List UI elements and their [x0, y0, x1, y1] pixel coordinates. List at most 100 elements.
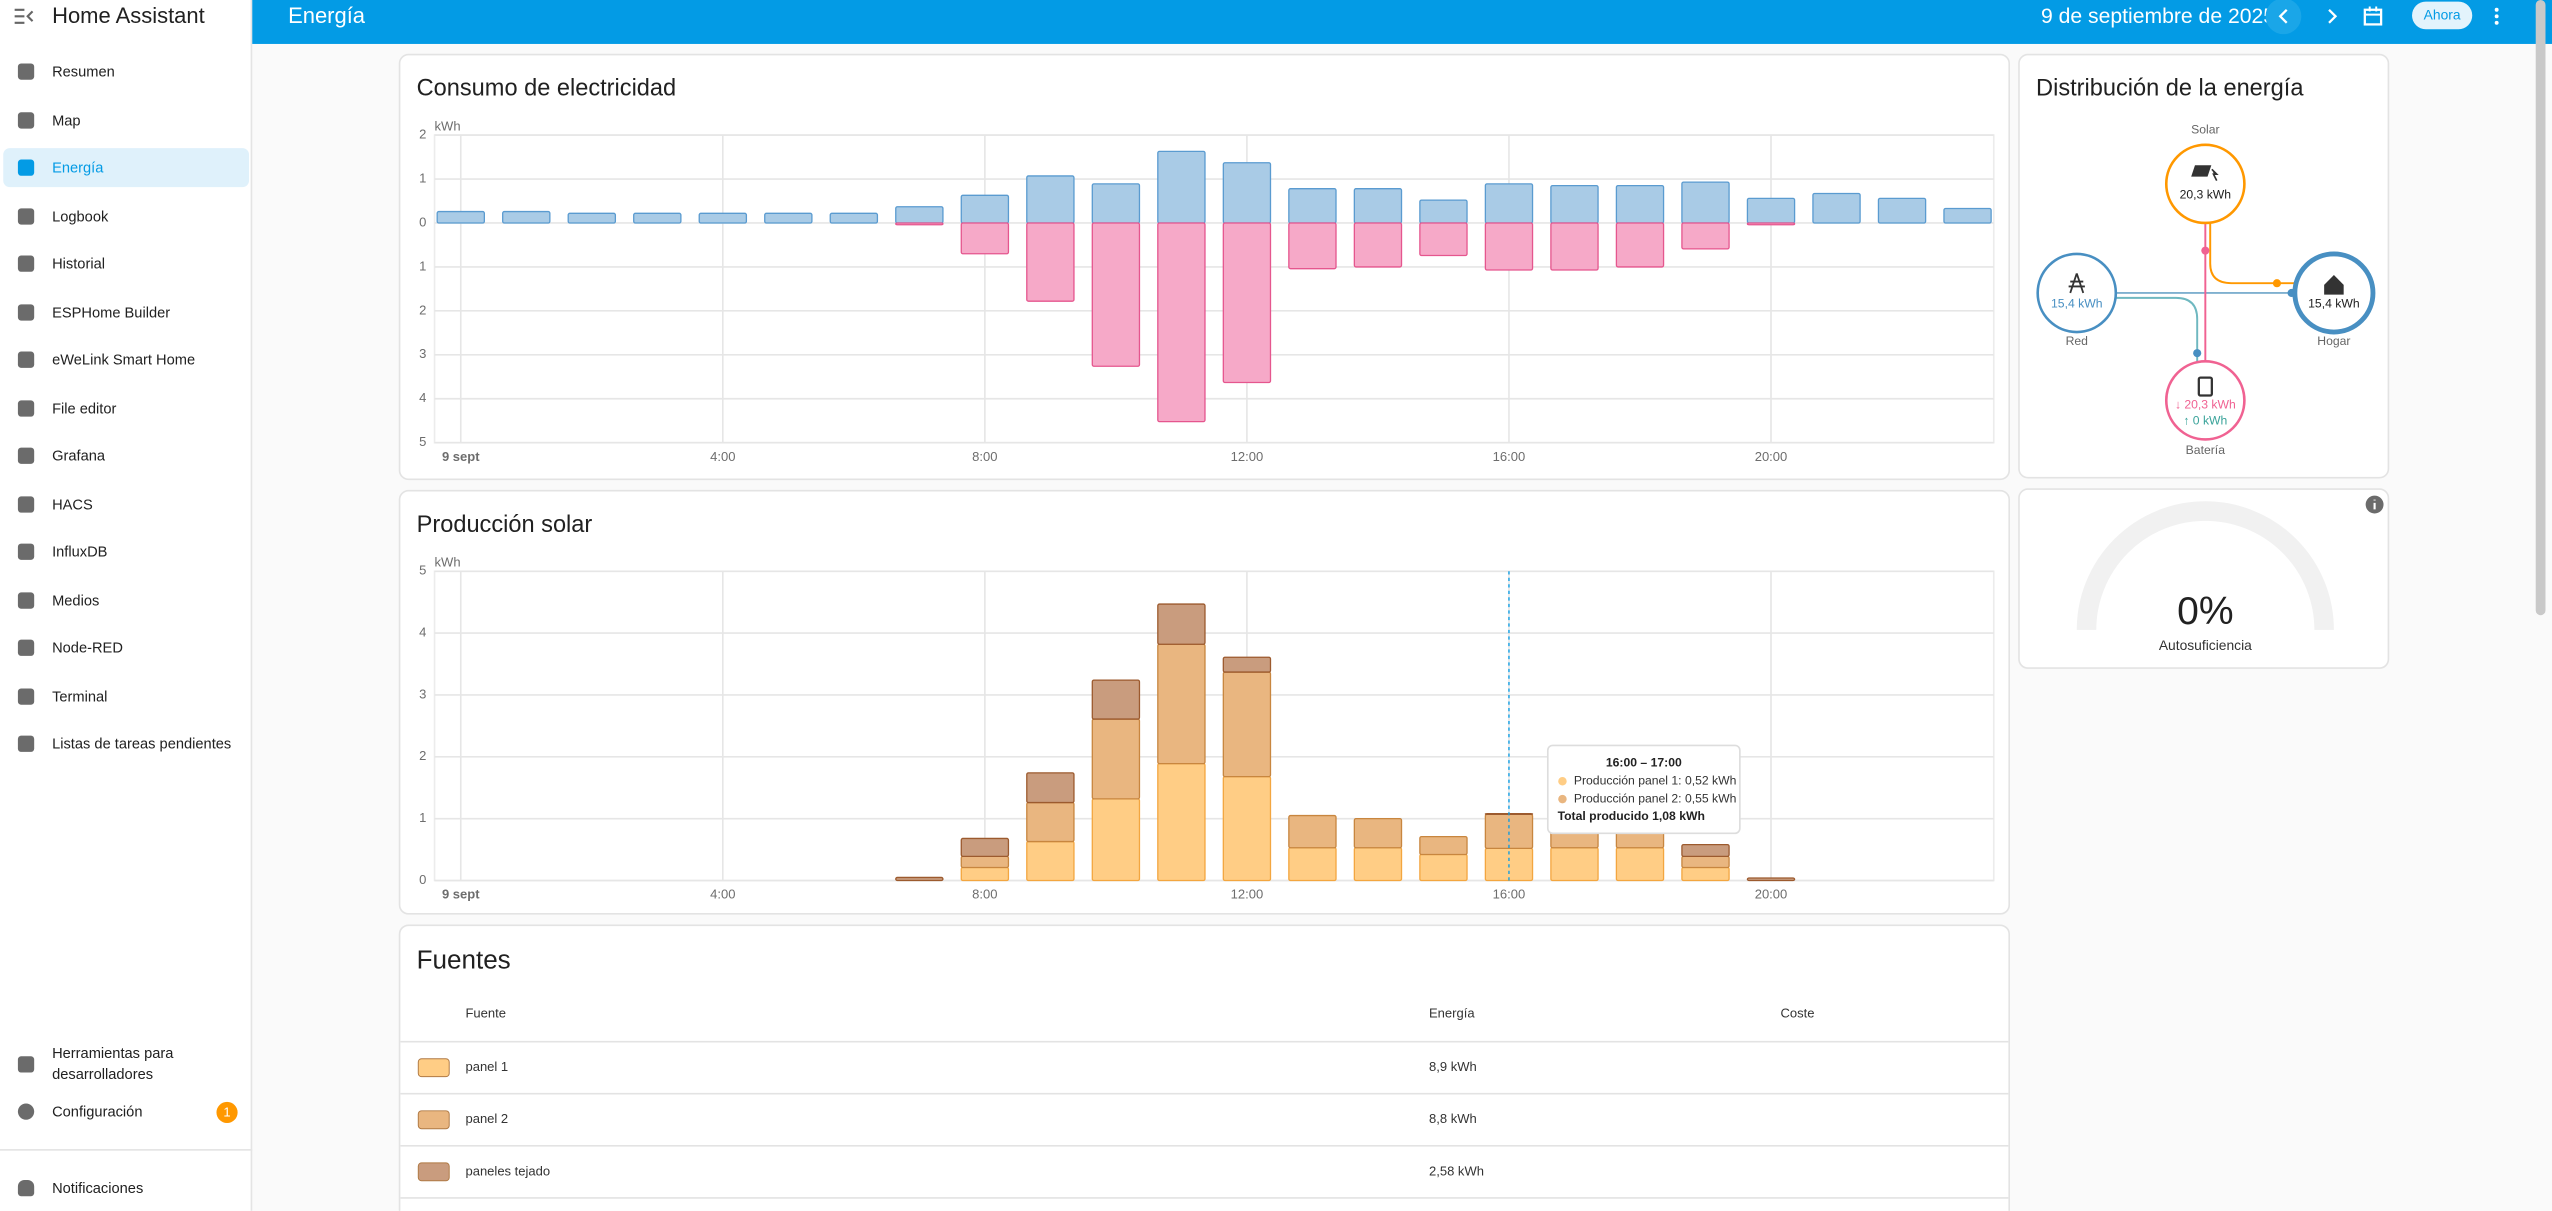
- bar: [1681, 181, 1730, 224]
- chart: Consumo de electricidad kWh 5 4 3 2 1 0 1 2 9 sept…: [417, 75, 1995, 464]
- bar: [1026, 801, 1075, 843]
- nav-item[interactable]: Map: [3, 100, 249, 139]
- bar: [764, 212, 813, 224]
- tooltip-swatch: [1558, 794, 1567, 804]
- bar: [1484, 222, 1534, 271]
- now-button[interactable]: Ahora: [2412, 1, 2473, 30]
- page-title: Energía: [288, 3, 366, 28]
- nav-label: Node-RED: [52, 639, 123, 656]
- nav-item[interactable]: Logbook: [3, 196, 249, 235]
- tooltip-total: Total producido 1,08 kWh: [1558, 809, 1705, 823]
- nav-item[interactable]: Herramientas para desarrolladores: [3, 1040, 249, 1089]
- bar: [1222, 775, 1272, 882]
- nav-item[interactable]: Medios: [3, 580, 249, 619]
- node-value: ↓ 20,3 kWh: [2175, 397, 2236, 411]
- nav-item[interactable]: Grafana: [3, 436, 249, 475]
- grid-node[interactable]: [2036, 252, 2118, 334]
- x-tick-label: 4:00: [710, 887, 735, 902]
- y-tick-label: 5: [419, 563, 426, 578]
- bar: [1681, 855, 1730, 869]
- node-label: Red: [2066, 334, 2088, 348]
- bar: [1288, 814, 1337, 849]
- bar: [960, 866, 1010, 882]
- bar: [502, 210, 551, 224]
- nav-label: Grafana: [52, 447, 106, 464]
- battery-node[interactable]: [2164, 360, 2246, 441]
- tooltip: [1546, 744, 1741, 835]
- bar: [1681, 843, 1730, 858]
- chart-title: Producción solar: [417, 511, 593, 537]
- more-button[interactable]: [2489, 5, 2505, 28]
- bar: [1157, 150, 1206, 224]
- consumption-card: Consumo de electricidad kWh 5 4 3 2 1 0 1 2 9 sept…: [398, 53, 2011, 481]
- x-tick-label: 8:00: [972, 887, 997, 902]
- nav-item[interactable]: Energía: [3, 148, 250, 188]
- swatch: [417, 1110, 450, 1130]
- column-header: Coste: [1781, 1005, 1815, 1020]
- nav-label: InfluxDB: [52, 543, 108, 560]
- bar: [1222, 162, 1272, 224]
- bar: [829, 212, 879, 224]
- bar: [436, 210, 485, 224]
- bar: [1157, 222, 1206, 423]
- bar: [960, 837, 1010, 858]
- x-tick-label: 12:00: [1231, 449, 1264, 464]
- bar: [1681, 866, 1730, 882]
- bar: [1812, 192, 1861, 224]
- solar-card: Producción solar kWh 0 1 2 3 4 5 9 sept 4:00 8:00 1…: [398, 489, 2011, 915]
- next-button[interactable]: [2314, 0, 2350, 34]
- nav-item[interactable]: Resumen: [3, 52, 249, 91]
- plot-frame: [433, 134, 1995, 444]
- badge: 1: [216, 1101, 238, 1124]
- nav-label: Herramientas para desarrolladores: [52, 1044, 174, 1083]
- nav-item[interactable]: Node-RED: [3, 628, 249, 667]
- bar: [1550, 222, 1599, 271]
- column-header: Fuente: [465, 1005, 506, 1020]
- top-bar: Energía 9 de septiembre de 2025 Ahora: [252, 0, 2552, 44]
- nav-item[interactable]: ESPHome Builder: [3, 292, 249, 331]
- nav-item[interactable]: HACS: [3, 484, 249, 523]
- nav-item[interactable]: Configuración 1: [3, 1092, 249, 1131]
- solar-node[interactable]: [2164, 143, 2246, 225]
- prev-button[interactable]: [2265, 0, 2302, 35]
- bar: [895, 206, 944, 224]
- nav-item[interactable]: eWeLink Smart Home: [3, 340, 249, 379]
- icon: [17, 303, 35, 320]
- x-tick-label: 12:00: [1231, 887, 1264, 902]
- self-sufficiency-card: 0% Autosuficiencia: [2018, 488, 2390, 669]
- bar: [960, 194, 1010, 224]
- sources-card: Fuentes Fuente Energía Coste panel 1 8,9 kWh…: [398, 924, 2011, 1211]
- bar: [1615, 184, 1665, 224]
- nav-item[interactable]: File editor: [3, 388, 249, 427]
- calendar-button[interactable]: [2362, 5, 2385, 28]
- icon: [17, 111, 35, 128]
- flow-line: [2115, 296, 2199, 362]
- node-label: Solar: [2191, 122, 2219, 136]
- bar: [1353, 222, 1403, 268]
- bar: [1943, 207, 1992, 224]
- nav-item[interactable]: Terminal: [3, 676, 249, 715]
- bar: [1157, 603, 1206, 645]
- bar: [1026, 222, 1075, 302]
- x-tick-label: 9 sept: [442, 887, 480, 902]
- bar: [1157, 643, 1206, 765]
- x-tick-label: 9 sept: [442, 449, 480, 464]
- date: 9 de septiembre de 2025: [2040, 3, 2276, 28]
- nav-item[interactable]: Notificaciones: [3, 1169, 249, 1208]
- source-energy: 8,8 kWh: [1429, 1111, 1477, 1126]
- node-value: 20,3 kWh: [2180, 188, 2231, 202]
- tooltip-line: Producción panel 2: 0,55 kWh: [1574, 791, 1737, 805]
- source-name: panel 1: [465, 1059, 508, 1074]
- nav-label: Terminal: [52, 687, 108, 704]
- icon: [17, 63, 35, 80]
- icon: [17, 207, 35, 224]
- menu-icon[interactable]: [13, 7, 36, 27]
- gauge-label: Autosuficiencia: [2159, 637, 2252, 653]
- bar: [1353, 188, 1403, 224]
- nav-item[interactable]: Historial: [3, 244, 249, 283]
- nav-item[interactable]: InfluxDB: [3, 532, 249, 571]
- bar: [1419, 835, 1468, 856]
- nav-item[interactable]: Listas de tareas pendientes: [3, 724, 249, 763]
- column-header: Energía: [1429, 1005, 1475, 1020]
